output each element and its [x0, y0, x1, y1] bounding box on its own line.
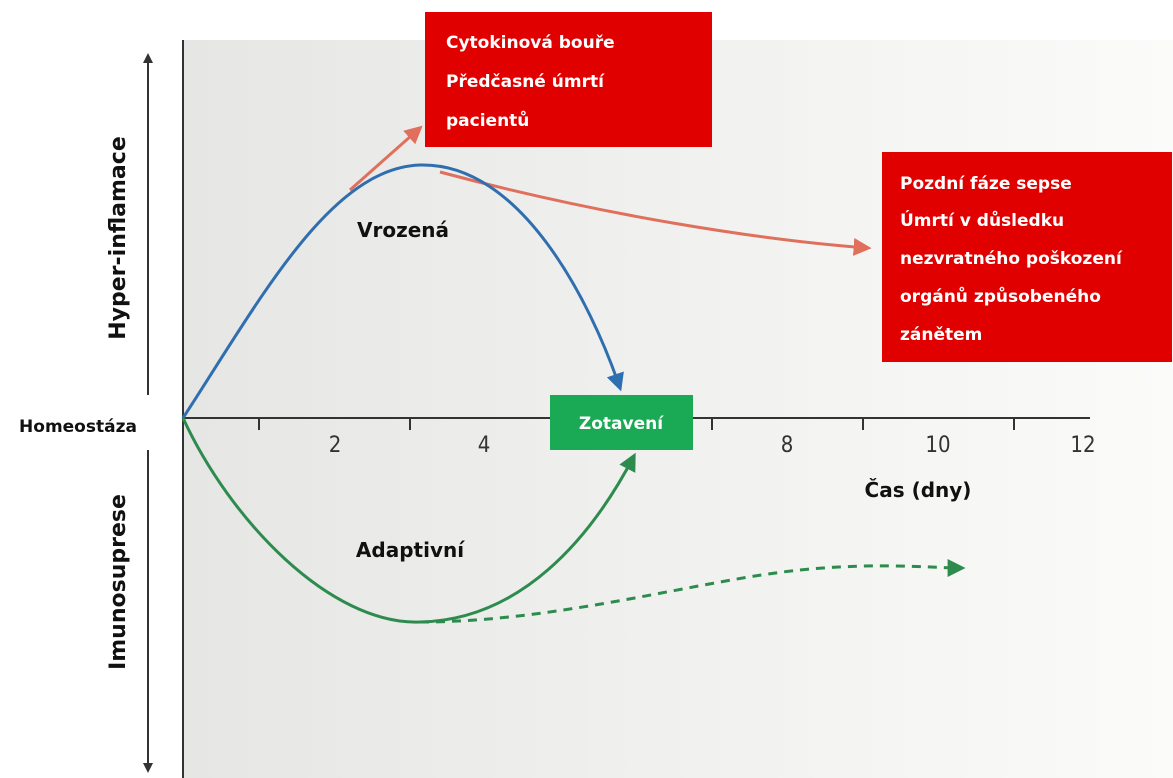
innate-curve — [181, 163, 624, 419]
x-tick-label: 12 — [1070, 433, 1095, 458]
adaptive-label: Adaptivní — [356, 538, 465, 562]
box-text: Cytokinová bouře — [446, 33, 615, 53]
x-tick-label: 10 — [925, 433, 950, 458]
innate-label: Vrozená — [357, 218, 449, 242]
early-death-box — [425, 12, 712, 147]
box-text: Zotavení — [579, 414, 664, 434]
late-death-box — [882, 152, 1172, 362]
box-text: Pozdní fáze sepse — [900, 174, 1072, 194]
x-tick-label: 2 — [329, 433, 342, 458]
minor-ticks — [258, 418, 1015, 430]
x-tick-label: 4 — [478, 433, 491, 458]
box-text: Úmrtí v důsledku — [900, 209, 1064, 231]
box-text: orgánů způsobeného — [900, 285, 1101, 307]
y-upper-label: Hyper-inflamace — [106, 136, 131, 340]
box-text: pacientů — [446, 109, 529, 131]
origin-label: Homeostáza — [19, 417, 137, 437]
x-tick-label: 8 — [781, 433, 794, 458]
x-label: Čas (dny) — [865, 478, 972, 502]
box-text: nezvratného poškození — [900, 249, 1123, 269]
box-text: Předčasné úmrtí — [446, 72, 605, 92]
y-lower-label: Imunosuprese — [106, 494, 131, 670]
late-arrow — [439, 170, 872, 256]
storm-arrow — [349, 125, 423, 192]
recovery-box — [550, 395, 693, 450]
box-text: zánětem — [900, 325, 982, 345]
adaptive-curve — [181, 417, 636, 624]
adaptive-dashed — [419, 558, 966, 624]
